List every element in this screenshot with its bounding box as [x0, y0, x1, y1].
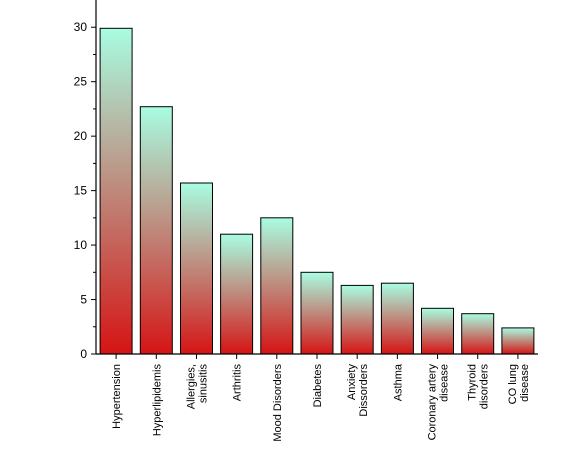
- bar-7: [380, 282, 414, 355]
- category-label-8-0: Coronary artery: [427, 364, 439, 441]
- bar-10: [501, 327, 535, 355]
- category-label-0-0: Hypertension: [111, 364, 123, 429]
- y-tick-label-3: 15: [74, 184, 88, 198]
- bar-3: [220, 233, 254, 355]
- y-tick-label-6: 30: [74, 20, 88, 34]
- category-label-10-1: disease: [519, 364, 531, 402]
- bar-5: [300, 271, 334, 355]
- bar-8: [421, 307, 454, 355]
- y-tick-label-5: 25: [74, 75, 88, 89]
- category-label-8-1: disease: [439, 364, 451, 402]
- category-label-9-1: disorders: [479, 364, 491, 410]
- bar-4: [260, 217, 294, 355]
- y-tick-label-2: 10: [74, 238, 88, 252]
- category-label-7-0: Asthma: [392, 363, 404, 401]
- bar-1: [139, 106, 173, 355]
- category-label-6-0: Anxiety: [346, 364, 358, 401]
- y-tick-label-0: 0: [80, 347, 87, 361]
- category-label-5-0: Diabetes: [312, 364, 324, 408]
- y-tick-label-1: 5: [80, 293, 87, 307]
- category-label-2-1: sinusitis: [197, 364, 209, 404]
- category-label-10-0: CO lung: [507, 364, 519, 404]
- bar-2: [180, 182, 213, 355]
- category-label-4-0: Mood Disorders: [272, 364, 284, 442]
- y-tick-label-4: 20: [74, 129, 88, 143]
- category-label-3-0: Arthritis: [232, 364, 244, 402]
- bar-6: [340, 284, 374, 355]
- bar-9: [461, 313, 495, 355]
- bar-0: [99, 27, 133, 355]
- bars-group: [99, 27, 535, 355]
- category-label-1-0: Hyperlipidemis: [151, 364, 163, 437]
- y-tick-group: 0 5 10 15 20 25 30: [74, 20, 96, 361]
- category-label-6-1: Dissorders: [358, 364, 370, 417]
- x-label-group: Hypertension Hyperlipidemis Allergies, sinu…: [111, 354, 531, 442]
- category-label-9-0: Thyroid: [467, 364, 479, 401]
- category-label-2-0: Allergies,: [185, 364, 197, 409]
